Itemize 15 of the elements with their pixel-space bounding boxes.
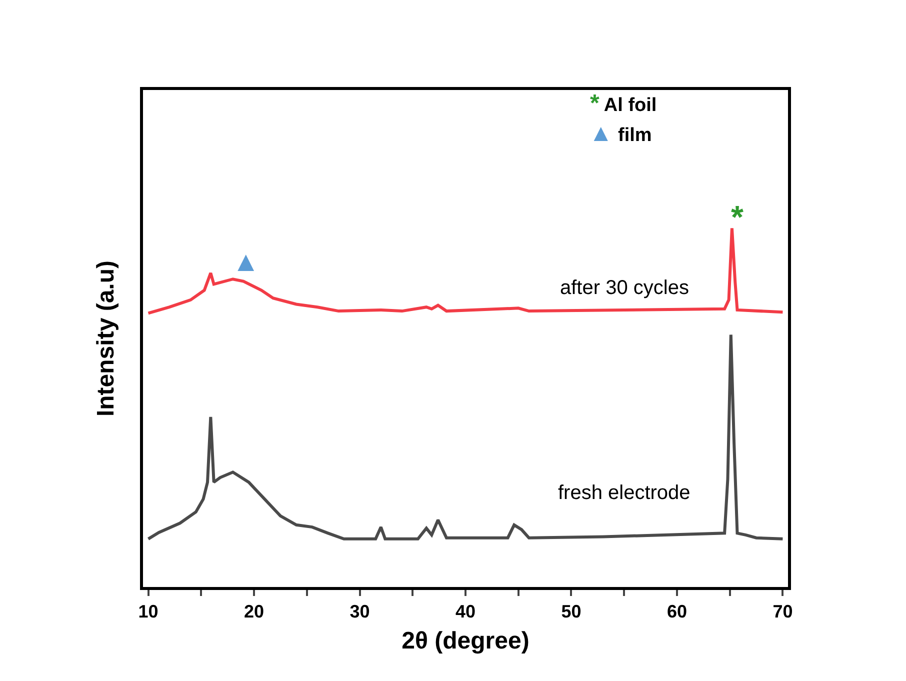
x-tick-label: 70 — [772, 601, 793, 622]
annotation: * — [731, 199, 744, 235]
text: ▲ film — [589, 120, 652, 147]
annotation: after 30 cycles — [560, 277, 689, 299]
x-tick-label: 20 — [244, 601, 264, 622]
text: * Al foil — [590, 90, 657, 117]
y-axis-title: Intensity (a.u) — [92, 260, 120, 417]
x-tick-label: 40 — [455, 601, 476, 622]
x-tick-label: 60 — [666, 601, 687, 622]
annotation: ▲ — [232, 246, 260, 277]
x-tick-label: 10 — [138, 601, 158, 622]
annotation: fresh electrode — [558, 482, 690, 504]
x-axis-title: 2θ (degree) — [402, 628, 530, 655]
x-tick-label: 50 — [561, 601, 582, 622]
x-tick-label: 30 — [350, 601, 370, 622]
